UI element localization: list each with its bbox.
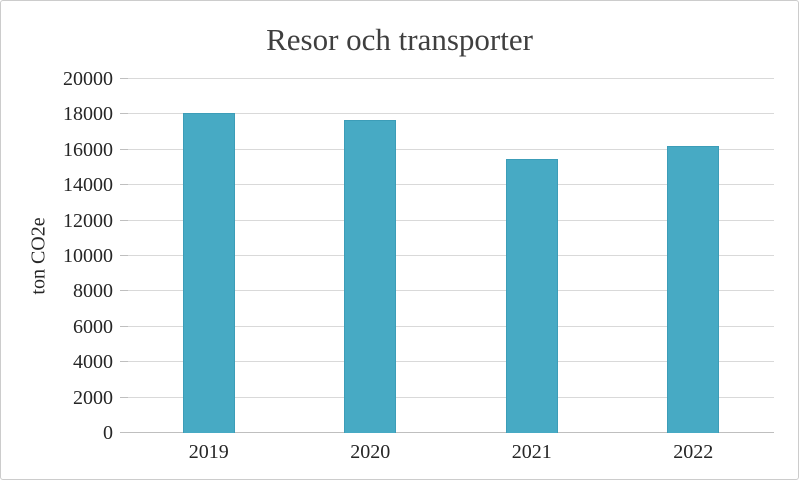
y-axis-tickmark [120,290,128,292]
y-axis-tickmark [120,113,128,115]
y-axis-tickmark [120,255,128,256]
gridline [128,184,774,186]
gridline [128,78,774,79]
y-tick-labels: 0 2000 4000 6000 8000 10000 12000 14000 16000 180… [1,69,113,443]
bar-slot [451,79,613,433]
y-tick-label: 20000 [63,68,113,90]
x-tick-label: 2021 [511,441,552,463]
y-tick-label: 10000 [63,245,113,267]
y-tick-label: 4000 [73,351,113,374]
gridline [128,325,774,327]
y-axis-tickmark [120,148,128,150]
gridline [128,148,774,150]
y-axis-tickmark [120,219,128,221]
y-axis-tickmark [120,396,128,398]
bars-row [128,79,774,433]
x-tick-label: 2019 [188,441,229,463]
bar-2022 [667,146,720,433]
bar-2021 [505,158,558,433]
y-axis-tickmark [120,361,128,363]
y-tick-label: 14000 [63,174,113,197]
y-axis-tickmark [120,78,128,79]
gridline [128,396,774,398]
y-tick-label: 6000 [73,315,113,338]
bar-slot [128,79,290,433]
bar-2019 [182,112,235,433]
y-tick-label: 18000 [63,103,113,126]
y-tick-label: 16000 [63,138,113,161]
y-axis-tickmark [120,325,128,327]
x-axis-labels: 2019 2020 2021 2022 [128,441,774,463]
bar-slot [290,79,452,433]
y-tick-label: 2000 [73,386,113,409]
bar-slot [613,79,775,433]
gridline [128,432,774,433]
gridline [128,219,774,221]
chart-title: Resor och transporter [266,22,533,57]
y-tick-label: 8000 [73,280,113,303]
gridline [128,113,774,115]
plot-area [120,78,774,433]
y-axis-tickmark [120,432,128,433]
gridline [128,255,774,256]
bar-2020 [344,119,397,433]
y-tick-label: 12000 [63,209,113,232]
gridline [128,290,774,292]
y-axis-tickmark [120,184,128,186]
gridline [128,361,774,363]
y-tick-label: 0 [103,422,113,444]
x-tick-label: 2020 [350,441,391,463]
x-tick-label: 2022 [673,441,714,463]
